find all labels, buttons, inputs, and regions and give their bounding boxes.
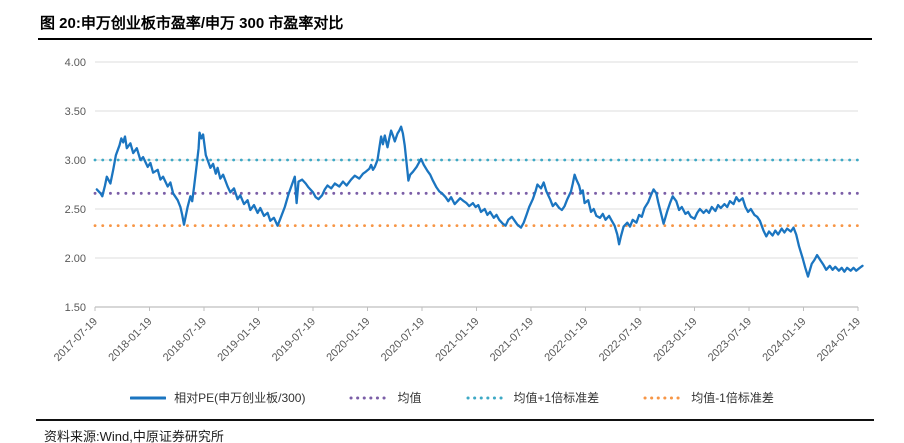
svg-text:2023-01-19: 2023-01-19 bbox=[651, 316, 699, 364]
legend-item-mean: 均值 bbox=[349, 389, 422, 406]
legend-dotted-line-swatch bbox=[466, 396, 505, 399]
legend-item-mean-minus-std: 均值-1倍标准差 bbox=[643, 389, 774, 406]
svg-text:2.00: 2.00 bbox=[65, 253, 86, 265]
svg-text:2022-07-19: 2022-07-19 bbox=[597, 316, 645, 364]
svg-text:2020-07-19: 2020-07-19 bbox=[379, 316, 427, 364]
legend-label-relative-pe: 相对PE(申万创业板/300) bbox=[174, 391, 306, 405]
figure-title: 图 20:申万创业板市盈率/申万 300 市盈率对比 bbox=[40, 15, 344, 32]
svg-text:2023-07-19: 2023-07-19 bbox=[706, 316, 754, 364]
svg-text:3.00: 3.00 bbox=[65, 155, 86, 167]
legend-label-mean: 均值 bbox=[397, 391, 422, 405]
svg-text:2018-07-19: 2018-07-19 bbox=[161, 316, 209, 364]
svg-text:2024-01-19: 2024-01-19 bbox=[760, 316, 808, 364]
svg-text:2017-07-19: 2017-07-19 bbox=[52, 316, 100, 364]
legend-label-mean-minus-std: 均值-1倍标准差 bbox=[691, 391, 774, 405]
svg-text:2022-01-19: 2022-01-19 bbox=[542, 316, 590, 364]
legend-item-relative-pe: 相对PE(申万创业板/300) bbox=[130, 389, 305, 406]
legend-dotted-line-swatch bbox=[349, 396, 389, 399]
legend-item-mean-plus-std: 均值+1倍标准差 bbox=[466, 389, 600, 406]
chart-legend: 相对PE(申万创业板/300) 均值 均值+1倍标准差 均值-1倍标准差 bbox=[0, 389, 904, 406]
svg-text:2021-01-19: 2021-01-19 bbox=[433, 316, 481, 364]
legend-solid-line-swatch bbox=[130, 396, 167, 399]
svg-text:3.50: 3.50 bbox=[65, 106, 86, 118]
svg-text:2021-07-19: 2021-07-19 bbox=[488, 316, 536, 364]
svg-text:2024-07-19: 2024-07-19 bbox=[815, 316, 863, 364]
svg-text:2019-01-19: 2019-01-19 bbox=[215, 316, 263, 364]
svg-text:4.00: 4.00 bbox=[65, 57, 86, 69]
svg-text:2018-01-19: 2018-01-19 bbox=[106, 316, 154, 364]
footer-divider bbox=[36, 419, 874, 421]
svg-text:2.50: 2.50 bbox=[65, 204, 86, 216]
title-divider bbox=[38, 38, 872, 40]
svg-text:1.50: 1.50 bbox=[65, 302, 86, 314]
svg-text:2020-01-19: 2020-01-19 bbox=[324, 316, 372, 364]
source-note: 资料来源:Wind,中原证券研究所 bbox=[44, 429, 224, 443]
legend-dotted-line-swatch bbox=[643, 396, 683, 399]
legend-label-mean-plus-std: 均值+1倍标准差 bbox=[513, 391, 600, 405]
svg-text:2019-07-19: 2019-07-19 bbox=[270, 316, 318, 364]
